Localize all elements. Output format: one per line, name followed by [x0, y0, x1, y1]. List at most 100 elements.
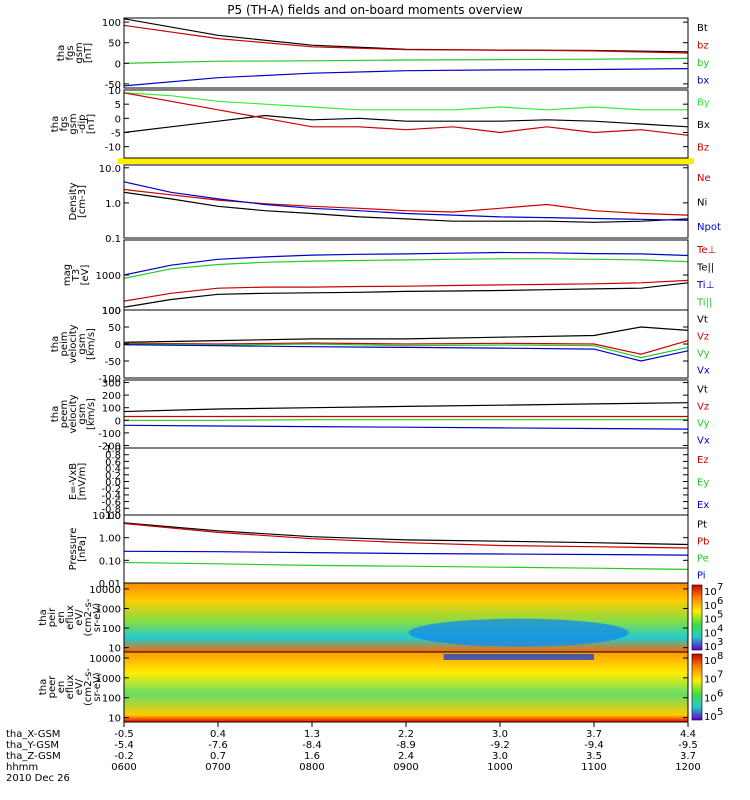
y-tick-label: 10000	[89, 654, 121, 665]
series-line-temperature-Te⊥	[123, 279, 689, 302]
y-tick-label: 100	[102, 404, 121, 415]
ephemeris-value: 1200	[675, 762, 700, 773]
panel-density: 10.0 1.0 0.1 Density[cm-3] Ne Ni Npot	[68, 164, 721, 245]
y-axis-label-line: [km/s]	[86, 328, 97, 360]
ephemeris-row-label: tha_X-GSM	[6, 729, 60, 740]
panel-frame	[123, 164, 689, 239]
y-axis-label-line: T3	[71, 269, 82, 282]
series-line-fgs-gsm-dip-Bz	[123, 92, 689, 136]
y-tick-label: -0.8	[101, 504, 121, 515]
colorbar-tick-label: 10	[704, 656, 717, 667]
ephemeris-value: 3.0	[492, 751, 508, 762]
legend-label-Bz: Bz	[697, 143, 709, 154]
legend-label-bz: bz	[697, 40, 709, 51]
ephemeris-value: 0800	[299, 762, 324, 773]
series-line-peim-velocity-Vt	[123, 326, 689, 343]
y-tick-label: 10000	[89, 585, 121, 596]
y-axis-label-line: tha	[56, 45, 67, 61]
series-line-density-Ne	[123, 188, 689, 216]
y-tick-label: 300	[102, 379, 121, 390]
y-axis-label: E=-VxB[mV/m]	[68, 463, 88, 501]
y-axis-label: thapeerenefluxeV/(cm2-s-sr-eV)	[38, 668, 103, 706]
y-tick-label: 50	[108, 39, 121, 50]
low-flux-band	[443, 654, 594, 660]
ephemeris-row-label: hhmm	[6, 762, 38, 773]
y-tick-label: 100	[102, 694, 121, 705]
colorbar-tick-exponent: 5	[717, 610, 723, 621]
y-axis-label-line: sr-eV)	[92, 603, 103, 632]
ephemeris-value: -0.5	[114, 729, 134, 740]
y-tick-label: 0.2	[105, 471, 121, 482]
y-axis-label-line: gsm	[77, 403, 88, 424]
series-line-pressure-Pi	[123, 550, 689, 556]
y-tick-label: 100	[102, 306, 121, 317]
series-line-temperature-Ti⊥	[123, 251, 689, 276]
data-flag-bar	[118, 158, 694, 164]
series-line-peim-velocity-Vy	[123, 343, 689, 359]
y-tick-label: -1.0	[101, 511, 121, 522]
y-axis-label-line: [eV]	[80, 265, 91, 286]
legend-label-by: by	[697, 58, 709, 69]
colorbar-tick-exponent: 7	[717, 670, 723, 681]
ephemeris-value: 0600	[111, 762, 136, 773]
y-tick-label: 0	[115, 340, 121, 351]
colorbar-tick-exponent: 3	[717, 637, 723, 648]
panel-frame	[123, 17, 689, 89]
y-tick-label: 0	[115, 416, 121, 427]
ephemeris-value: 3.5	[586, 751, 602, 762]
legend-label-Pt: Pt	[697, 520, 707, 531]
legend-label-Bx: Bx	[697, 120, 710, 131]
series-line-fgs-gsm-dip-By	[123, 92, 688, 111]
ephemeris-value: 1.3	[304, 729, 320, 740]
y-tick-label: -0.6	[101, 498, 121, 509]
y-axis-label: thapeemvelocitygsm[km/s]	[50, 394, 97, 433]
ephemeris-row-label: 2010 Dec 26	[6, 773, 70, 784]
y-tick-label: -10	[105, 143, 121, 154]
y-tick-label: 1.0	[105, 199, 121, 210]
series-line-fgs-gsm-bz	[123, 24, 689, 54]
colorbar-tick-label: 10	[704, 601, 717, 612]
ephemeris-value: 1100	[581, 762, 606, 773]
ephemeris-value: 0.7	[210, 751, 226, 762]
y-axis-label-line: gsm	[68, 113, 79, 134]
y-axis-label: thafgsgsm-dip[nT]	[50, 113, 97, 134]
colorbar-tick-label: 10	[704, 642, 717, 653]
y-tick-label: 0.1	[105, 234, 121, 245]
ephemeris-value: -7.6	[208, 740, 228, 751]
ephemeris-value: 3.7	[680, 751, 696, 762]
legend-label-Vx: Vx	[697, 436, 710, 447]
y-tick-label: -0.4	[101, 491, 121, 502]
y-axis-label-line: [cm-3]	[77, 185, 88, 218]
colorbar-tick-exponent: 8	[717, 651, 723, 662]
legend-label-bx: bx	[697, 75, 709, 86]
y-axis-label-line: tha	[38, 679, 49, 695]
legend-label-Ti⊥: Ti⊥	[696, 280, 714, 291]
y-tick-label: 0.4	[105, 464, 121, 475]
series-line-peim-velocity-Vz	[123, 340, 689, 355]
y-tick-label: -5	[111, 129, 121, 140]
y-axis-label-line: gsm	[74, 42, 85, 63]
y-tick-label: 50	[108, 323, 121, 334]
series-line-density-Ni	[123, 191, 689, 223]
y-axis-label-line: en	[56, 611, 67, 624]
ephemeris-value: 0.4	[210, 729, 226, 740]
y-axis-label-line: [nPa]	[77, 536, 88, 562]
colorbar-tick-label: 10	[704, 693, 717, 704]
y-axis-label-line: eflux	[65, 675, 76, 700]
y-tick-label: 1.00	[99, 534, 121, 545]
legend-label-Ex: Ex	[697, 500, 709, 511]
y-tick-label: -100	[98, 374, 121, 385]
ephemeris-value: -9.5	[678, 740, 698, 751]
ephemeris-row-label: tha_Z-GSM	[6, 751, 61, 762]
y-axis-label: magT3[eV]	[62, 264, 91, 286]
legend-label-Ey: Ey	[697, 478, 709, 489]
y-axis-label-line: [mV/m]	[77, 463, 88, 501]
ephemeris-value: 0700	[205, 762, 230, 773]
ephemeris-value: 2.4	[398, 751, 414, 762]
y-tick-label: 0	[115, 114, 121, 125]
y-tick-label: -50	[105, 80, 121, 91]
y-tick-label: 1000	[96, 271, 121, 282]
series-line-fgs-gsm-by	[123, 57, 689, 64]
y-tick-label: 100	[102, 624, 121, 635]
